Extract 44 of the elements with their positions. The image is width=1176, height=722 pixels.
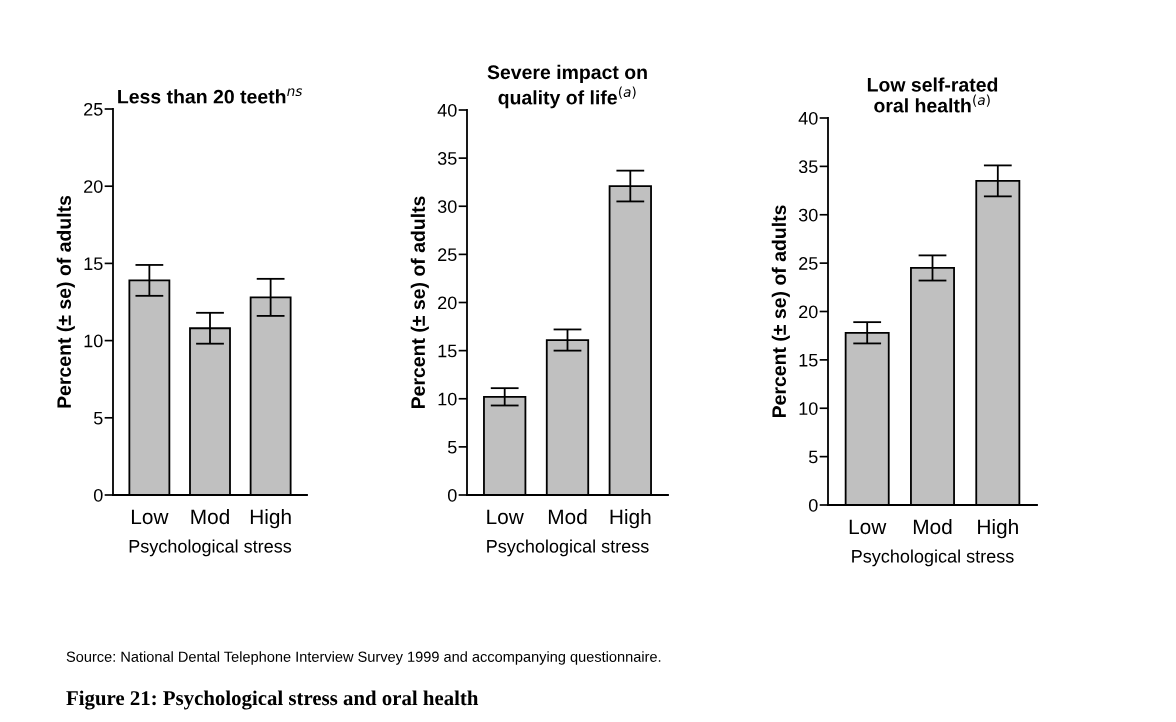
y-tick-label: 0: [93, 488, 103, 502]
y-tick-label: 0: [447, 488, 457, 502]
y-tick-label: 30: [437, 200, 457, 213]
y-tick-label: 20: [799, 305, 818, 319]
x-tick-label: Low: [131, 509, 169, 525]
y-tick-label: 5: [93, 411, 103, 425]
y-tick-label: 40: [437, 103, 457, 117]
x-axis-title: Psychological stress: [129, 539, 292, 557]
y-tick-label: 10: [84, 334, 103, 348]
y-tick-label: 40: [798, 111, 818, 125]
x-tick-label: Low: [849, 519, 887, 535]
y-tick-label: 0: [808, 498, 818, 512]
caption: Figure 21: Psychological stress and oral health: [66, 690, 479, 710]
y-tick-label: 20: [438, 296, 457, 310]
y-axis-title: Percent (± se) of adults: [410, 196, 429, 409]
y-tick-label: 15: [438, 344, 457, 358]
x-tick-label: Mod: [913, 518, 952, 535]
y-tick-label: 25: [438, 248, 457, 262]
source-note: Source: National Dental Telephone Interview Survey 1999 and accompanying questionnaire.: [66, 651, 661, 665]
x-tick-label: Mod: [191, 508, 229, 525]
y-tick-label: 15: [84, 257, 103, 271]
y-tick-label: 10: [799, 402, 818, 415]
x-tick-label: Low: [487, 509, 524, 525]
x-axis-title: Psychological stress: [852, 549, 1014, 567]
x-tick-label: High: [978, 518, 1018, 539]
x-tick-label: High: [610, 508, 651, 529]
y-tick-label: 35: [437, 152, 457, 165]
y-tick-label: 35: [798, 160, 818, 174]
y-tick-label: 25: [84, 102, 103, 116]
chart-title: Less than 20 teeth$^{ns}$: [118, 88, 303, 104]
y-tick-label: 15: [799, 354, 818, 367]
y-tick-label: 20: [84, 180, 103, 193]
y-tick-label: 5: [447, 441, 457, 454]
y-tick-label: 5: [808, 450, 818, 464]
y-axis-title: Percent (± se) of adults: [56, 195, 75, 408]
y-tick-label: 30: [798, 208, 818, 222]
chart-title: Low self-rated oral health$^{(a)}$: [867, 77, 998, 113]
chart-title: Severe impact on quality of life$^{(a)}$: [487, 64, 647, 109]
y-tick-label: 10: [438, 392, 457, 406]
x-tick-label: High: [250, 508, 291, 529]
y-axis-title: Percent (± se) of adults: [771, 205, 790, 418]
x-tick-label: Mod: [548, 508, 587, 525]
x-axis-title: Psychological stress: [487, 539, 649, 557]
y-tick-label: 25: [799, 257, 818, 270]
